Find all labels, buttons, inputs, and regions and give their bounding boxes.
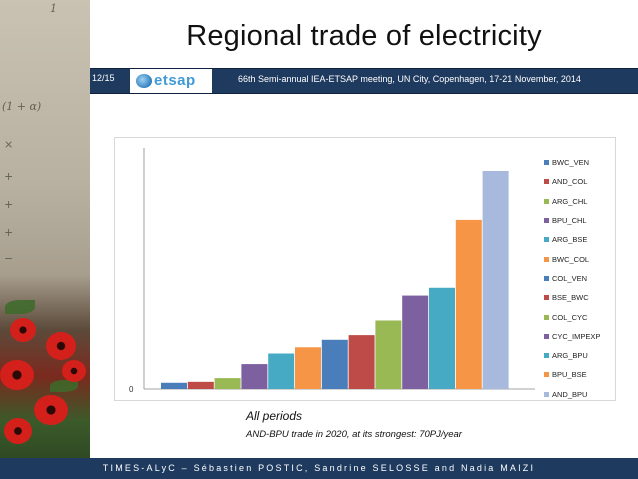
side-formula-2: (1 + α) <box>2 100 42 113</box>
header-bar: 12/15 etsap 66th Semi-annual IEA-ETSAP m… <box>90 68 638 94</box>
caption-sub: AND-BPU trade in 2020, at its strongest:… <box>246 429 462 440</box>
legend-item-and-bpu: AND_BPU <box>544 385 616 404</box>
legend-swatch <box>544 295 549 301</box>
legend-label: AND_COL <box>552 177 588 187</box>
legend-label: COL_VEN <box>552 273 588 283</box>
bar-and-col <box>187 381 214 389</box>
side-formula-4: + <box>4 170 14 183</box>
bar-col-cyc <box>375 320 402 389</box>
legend-item-bwc-ven: BWC_VEN <box>544 153 616 172</box>
legend-label: BPU_BSE <box>552 370 587 380</box>
legend-swatch <box>544 237 549 243</box>
meeting-info: 66th Semi-annual IEA-ETSAP meeting, UN C… <box>238 74 581 84</box>
poppy-flower <box>10 318 36 342</box>
poppy-flower <box>4 418 32 444</box>
legend-label: BWC_VEN <box>552 158 590 168</box>
bar-chart: 0 <box>129 148 535 394</box>
legend-label: CYC_IMPEXP <box>552 331 601 341</box>
legend-item-bwc-col: BWC_COL <box>544 249 616 268</box>
legend-swatch <box>544 353 549 359</box>
legend-item-bse-bwc: BSE_BWC <box>544 288 616 307</box>
leaf-shape <box>5 300 35 314</box>
bar-arg-chl <box>214 378 241 389</box>
chart-legend: BWC_VEN AND_COL ARG_CHL BPU_CHL ARG_BSE BWC_C… <box>544 153 616 404</box>
legend-label: ARG_BSE <box>552 235 588 245</box>
legend-item-arg-chl: ARG_CHL <box>544 192 616 211</box>
decorative-side-panel: 1 (1 + α) × + + + − <box>0 0 90 458</box>
legend-swatch <box>544 160 549 166</box>
legend-swatch <box>544 198 549 204</box>
poppy-flower <box>0 360 34 390</box>
legend-item-col-cyc: COL_CYC <box>544 307 616 326</box>
legend-item-col-ven: COL_VEN <box>544 269 616 288</box>
legend-item-bpu-bse: BPU_BSE <box>544 365 616 384</box>
bar-and-bpu <box>482 171 509 389</box>
legend-item-arg-bpu: ARG_BPU <box>544 346 616 365</box>
leaf-shape <box>50 380 78 392</box>
poppy-flower <box>34 395 68 425</box>
globe-icon <box>136 74 152 88</box>
bar-bpu-chl <box>241 364 268 389</box>
poppy-flower <box>62 360 86 382</box>
side-formula-7: − <box>4 252 14 265</box>
bar-bpu-bse <box>455 219 482 389</box>
side-formula-5: + <box>4 198 14 211</box>
bar-bwc-col <box>295 347 321 389</box>
bar-arg-bpu <box>429 287 455 389</box>
legend-label: COL_CYC <box>552 312 588 322</box>
bars-group <box>161 171 509 389</box>
legend-label: ARG_BPU <box>552 351 588 361</box>
caption-main: All periods <box>246 409 303 423</box>
legend-label: BSE_BWC <box>552 293 589 303</box>
poppy-flower <box>46 332 76 360</box>
slide-number: 12/15 <box>92 73 115 83</box>
legend-swatch <box>544 218 549 224</box>
legend-label: ARG_CHL <box>552 196 588 206</box>
legend-swatch <box>544 256 549 262</box>
side-formula-6: + <box>4 226 14 239</box>
legend-swatch <box>544 372 549 378</box>
bar-bwc-ven <box>161 382 187 389</box>
legend-label: AND_BPU <box>552 389 588 399</box>
legend-item-bpu-chl: BPU_CHL <box>544 211 616 230</box>
legend-label: BWC_COL <box>552 254 590 264</box>
bar-arg-bse <box>268 353 295 389</box>
bar-bse-bwc <box>348 335 375 389</box>
legend-swatch <box>544 179 549 185</box>
etsap-logo: etsap <box>130 69 212 93</box>
side-formula-1: 1 <box>50 2 57 15</box>
footer-authors: TIMES-ALyC – Sébastien POSTIC, Sandrine … <box>0 458 638 479</box>
legend-item-arg-bse: ARG_BSE <box>544 230 616 249</box>
slide-title: Regional trade of electricity <box>186 20 542 52</box>
chart-frame: 0 <box>114 137 616 401</box>
legend-swatch <box>544 275 549 281</box>
legend-item-cyc-impexp: CYC_IMPEXP <box>544 327 616 346</box>
logo-text: etsap <box>154 72 196 89</box>
legend-swatch <box>544 333 549 339</box>
side-formula-3: × <box>4 138 14 151</box>
legend-label: BPU_CHL <box>552 216 587 226</box>
bar-cyc-impexp <box>402 295 429 389</box>
legend-item-and-col: AND_COL <box>544 172 616 191</box>
legend-swatch <box>544 314 549 320</box>
bar-col-ven <box>321 339 348 389</box>
legend-swatch <box>544 391 549 397</box>
y-tick-label-0: 0 <box>129 385 134 394</box>
